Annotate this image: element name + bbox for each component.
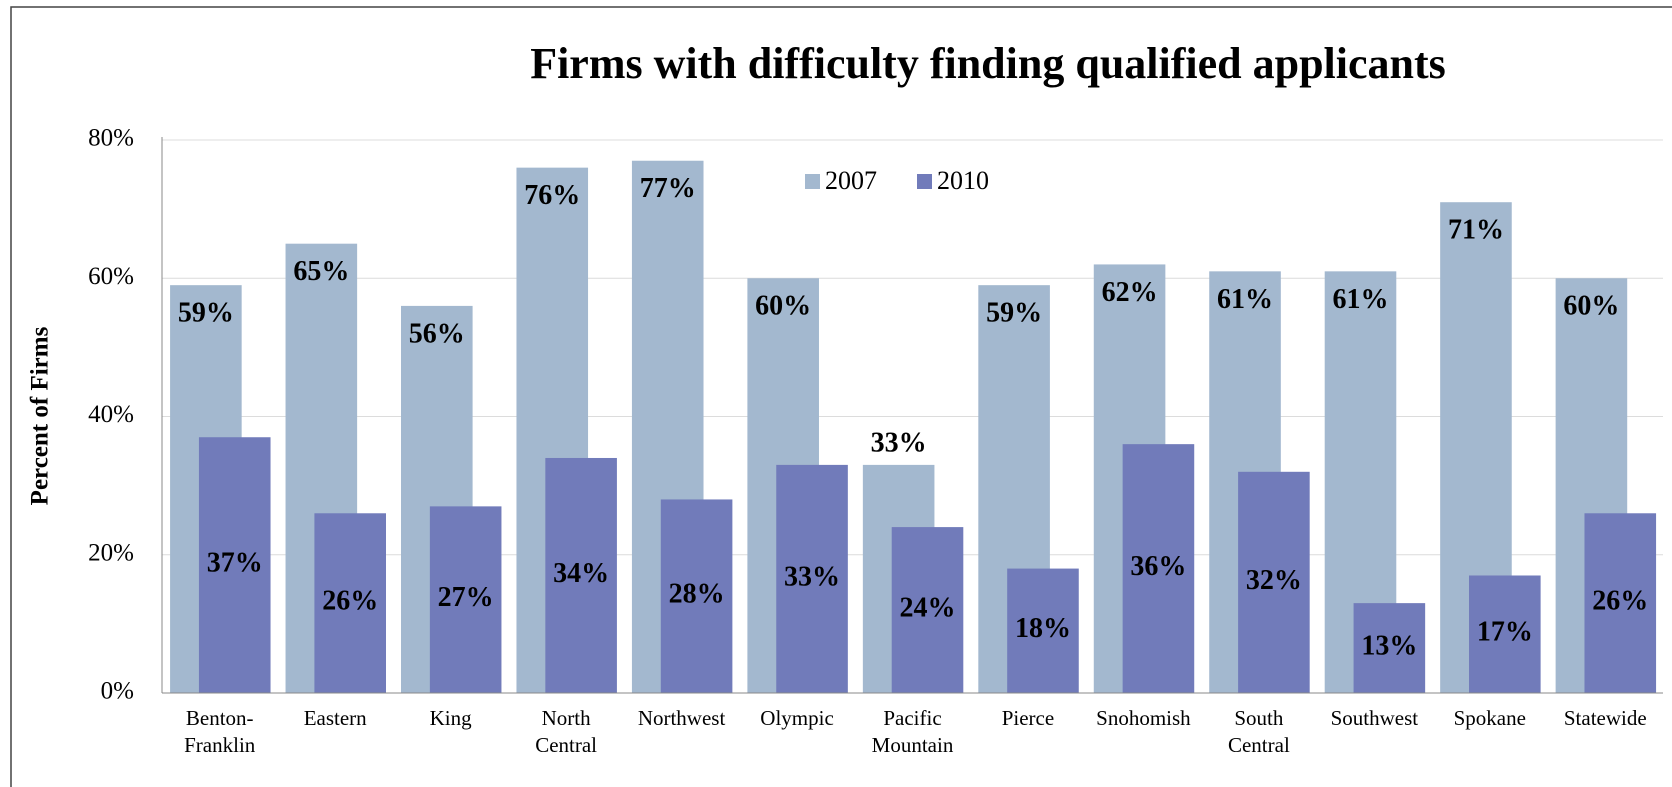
data-label: 59% <box>986 298 1042 329</box>
bar <box>429 506 502 693</box>
bar <box>891 527 964 693</box>
data-label: 32% <box>1246 565 1302 596</box>
data-label: 33% <box>871 427 927 458</box>
bar <box>1353 603 1426 693</box>
x-tick-label: Pierce <box>1001 706 1055 730</box>
y-tick-label: 40% <box>88 401 134 428</box>
bar <box>198 437 271 693</box>
data-label: 18% <box>1015 613 1071 644</box>
data-label: 59% <box>178 298 234 329</box>
data-label: 13% <box>1361 630 1417 661</box>
data-label: 28% <box>669 579 725 610</box>
legend-swatch <box>917 174 932 189</box>
data-label: 71% <box>1448 215 1504 246</box>
bar <box>1584 513 1657 693</box>
data-label: 62% <box>1102 277 1158 308</box>
bar <box>1007 568 1079 693</box>
data-label: 27% <box>438 582 494 613</box>
y-tick-label: 60% <box>88 263 134 290</box>
x-tick-label: North Central <box>535 706 598 757</box>
x-tick-label: Benton-Franklin <box>184 706 256 757</box>
x-tick-label: Olympic <box>760 706 834 730</box>
x-tick-label: Statewide <box>1563 706 1647 730</box>
y-axis-label: Percent of Firms <box>27 326 54 505</box>
y-tick-label: 80% <box>88 125 134 152</box>
data-label: 60% <box>1563 291 1619 322</box>
y-tick-label: 0% <box>101 678 134 705</box>
data-label: 61% <box>1332 284 1388 315</box>
x-tick-label: Spokane <box>1453 706 1526 730</box>
data-label: 26% <box>322 586 378 617</box>
bar <box>314 513 386 693</box>
bar <box>776 464 848 693</box>
y-tick-label: 20% <box>88 539 134 566</box>
legend-swatch <box>805 174 820 189</box>
data-label: 33% <box>784 561 840 592</box>
data-label: 17% <box>1477 617 1533 648</box>
bar <box>660 499 733 693</box>
x-tick-label: Southwest <box>1330 706 1419 730</box>
data-label: 76% <box>524 180 580 211</box>
data-label: 37% <box>207 548 263 579</box>
bar <box>1122 444 1195 693</box>
data-label: 56% <box>409 318 465 349</box>
chart-title: Firms with difficulty finding qualified … <box>530 39 1446 88</box>
data-label: 36% <box>1130 551 1186 582</box>
x-tick-label: King <box>429 706 472 730</box>
bar <box>1238 471 1310 693</box>
bar <box>545 457 617 693</box>
legend-label: 2010 <box>937 166 989 195</box>
x-tick-label: Snohomish <box>1096 706 1191 730</box>
bar <box>1469 575 1541 693</box>
frame-border <box>10 6 1672 787</box>
legend-label: 2007 <box>825 166 877 195</box>
data-label: 24% <box>900 592 956 623</box>
x-tick-label: South Central <box>1227 706 1290 757</box>
x-tick-label: Northwest <box>637 706 726 730</box>
x-tick-label: Pacific Mountain <box>871 706 954 757</box>
x-tick-label: Eastern <box>303 706 367 730</box>
data-label: 65% <box>293 256 349 287</box>
data-label: 26% <box>1592 586 1648 617</box>
data-label: 77% <box>640 173 696 204</box>
data-label: 60% <box>755 291 811 322</box>
data-label: 61% <box>1217 284 1273 315</box>
data-label: 34% <box>553 558 609 589</box>
